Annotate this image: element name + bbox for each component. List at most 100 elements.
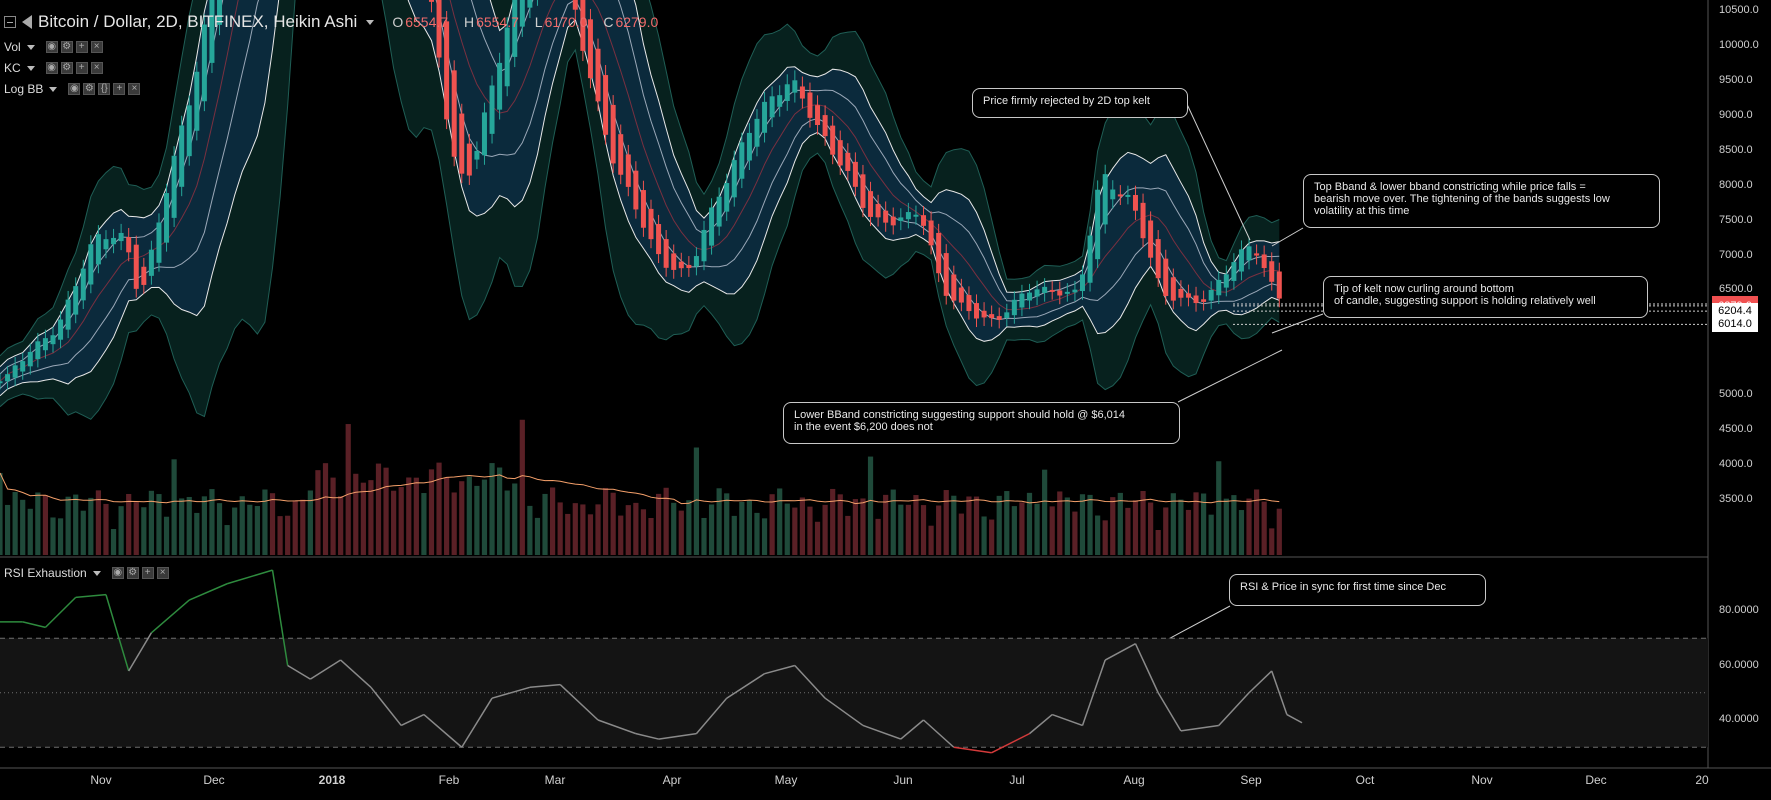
annotation-kelt-reject[interactable]: Price firmly rejected by 2D top kelt: [972, 88, 1188, 118]
source-icon[interactable]: {}: [98, 83, 111, 95]
eye-icon[interactable]: ◉: [68, 83, 81, 95]
annotation-pointer: [1271, 313, 1324, 334]
candle-body: [1269, 261, 1275, 282]
volume-bar: [50, 517, 56, 555]
chevron-down-icon[interactable]: [366, 19, 375, 25]
candle-body: [883, 210, 889, 223]
volume-bar: [860, 498, 866, 555]
close-icon[interactable]: ×: [90, 41, 103, 53]
rsi-line-segment: [953, 746, 992, 754]
eye-icon[interactable]: ◉: [111, 567, 124, 579]
candle-body: [80, 268, 86, 301]
plus-icon[interactable]: +: [113, 83, 126, 95]
candle-body: [618, 134, 624, 175]
annotation-pointer: [1185, 101, 1251, 241]
candle-body: [746, 132, 752, 161]
volume-bar: [807, 506, 813, 555]
rsi-line-segment: [1051, 713, 1083, 727]
volume-bar: [338, 496, 344, 555]
candle-body: [1216, 279, 1222, 296]
candle-body: [1163, 258, 1169, 296]
chevron-down-icon[interactable]: [92, 570, 101, 576]
volume-bar: [883, 494, 889, 555]
candle-body: [201, 24, 207, 102]
volume-bar: [989, 519, 995, 555]
rsi-line-segment: [271, 570, 289, 666]
volume-bar: [1246, 498, 1252, 555]
candle-body: [1238, 249, 1244, 272]
collapse-icon[interactable]: [4, 16, 16, 28]
candle-body: [42, 338, 48, 351]
settings-icon[interactable]: ⚙: [83, 83, 96, 95]
volume-bar: [693, 447, 700, 555]
rsi-line-segment: [597, 719, 637, 735]
price-tick-label: 8000.0: [1719, 179, 1753, 191]
flag-icon[interactable]: [22, 15, 32, 29]
candle-body: [1140, 202, 1146, 239]
volume-bar: [663, 487, 669, 555]
candle-body: [1155, 239, 1161, 279]
plus-icon[interactable]: +: [75, 41, 88, 53]
candle-body: [1223, 274, 1229, 288]
candle-body: [1026, 292, 1032, 301]
chevron-down-icon[interactable]: [26, 44, 35, 50]
volume-bar: [88, 497, 94, 555]
rsi-line-segment: [529, 683, 561, 689]
volume-bar: [375, 463, 382, 555]
volume-bar: [587, 514, 594, 555]
plus-icon[interactable]: +: [141, 567, 154, 579]
settings-icon[interactable]: ⚙: [126, 567, 139, 579]
indicator-vol[interactable]: Vol ◉ ⚙ + ×: [4, 40, 103, 54]
rsi-line-segment: [1218, 692, 1250, 726]
settings-icon[interactable]: ⚙: [60, 62, 73, 74]
volume-bar: [557, 502, 563, 555]
volume-bar: [209, 489, 215, 555]
annotation-pointer: [1177, 349, 1283, 403]
eye-icon[interactable]: ◉: [45, 41, 58, 53]
annotation-kelt-curl[interactable]: Tip of kelt now curling around bottom of…: [1323, 276, 1648, 318]
rsi-line-segment: [150, 599, 190, 634]
settings-icon[interactable]: ⚙: [60, 41, 73, 53]
candle-body: [1095, 189, 1101, 260]
chevron-down-icon[interactable]: [49, 86, 58, 92]
annotation-rsi-sync[interactable]: RSI & Price in sync for first time since…: [1229, 574, 1486, 606]
volume-bar: [875, 518, 881, 555]
rsi-line-segment: [1271, 670, 1288, 715]
indicator-kc[interactable]: KC ◉ ⚙ + ×: [4, 61, 103, 75]
indicator-rsi[interactable]: RSI Exhaustion ◉ ⚙ + ×: [4, 566, 169, 580]
indicator-logbb[interactable]: Log BB ◉ ⚙{} + ×: [4, 82, 141, 96]
time-tick-label: Mar: [544, 773, 566, 787]
volume-bar: [141, 507, 147, 555]
candle-body: [989, 314, 995, 319]
annotation-lower-bband[interactable]: Lower BBand constricting suggesting supp…: [783, 402, 1180, 444]
candle-body: [527, 0, 533, 8]
volume-bar: [126, 493, 132, 555]
close-icon[interactable]: ×: [90, 62, 103, 74]
candle-body: [428, 0, 434, 2]
volume-bar: [186, 496, 192, 555]
chevron-down-icon[interactable]: [26, 65, 35, 71]
volume-bar: [322, 463, 329, 555]
plus-icon[interactable]: +: [75, 62, 88, 74]
annotation-bband-constrict[interactable]: Top Bband & lower bband constricting whi…: [1303, 174, 1660, 228]
volume-bar: [1208, 514, 1214, 555]
candle-body: [1117, 194, 1123, 197]
volume-bar: [269, 493, 276, 555]
candle-body: [1261, 254, 1267, 269]
rsi-line-segment: [1157, 692, 1182, 732]
volume-bar: [1095, 515, 1101, 555]
candle-body: [1042, 286, 1048, 293]
volume-bar: [1132, 500, 1139, 555]
rsi-line-segment: [340, 659, 372, 688]
candle-body: [489, 85, 495, 134]
close-icon[interactable]: ×: [156, 567, 169, 579]
volume-bar: [307, 490, 313, 555]
candle-body: [724, 183, 730, 212]
symbol-title[interactable]: Bitcoin / Dollar, 2D, BITFINEX, Heikin A…: [38, 12, 358, 31]
volume-bar: [474, 485, 480, 555]
close-icon[interactable]: ×: [128, 83, 141, 95]
ohlc-readout: O 6554.7 H 6554.7 L 6170.0 C 6279.0: [392, 14, 659, 30]
volume-bar: [42, 495, 49, 555]
eye-icon[interactable]: ◉: [45, 62, 58, 74]
